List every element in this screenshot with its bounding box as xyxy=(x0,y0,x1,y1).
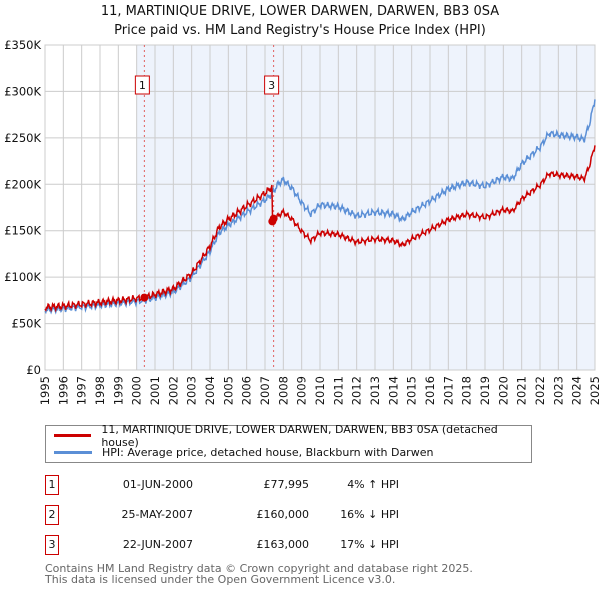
x-tick-label: 1998 xyxy=(93,376,107,405)
x-tick-label: 2001 xyxy=(148,376,162,405)
legend-item-hpi: HPI: Average price, detached house, Blac… xyxy=(54,444,433,461)
legend-item-price: 11, MARTINIQUE DRIVE, LOWER DARWEN, DARW… xyxy=(54,423,531,449)
x-tick-label: 1996 xyxy=(56,376,70,405)
legend: 11, MARTINIQUE DRIVE, LOWER DARWEN, DARW… xyxy=(45,423,532,463)
sale-point xyxy=(140,293,149,302)
x-tick-label: 2014 xyxy=(386,376,400,405)
transaction-date: 25-MAY-2007 xyxy=(121,508,193,521)
hpi-line-swatch xyxy=(54,451,92,454)
transaction-hpi: 17% ↓ HPI xyxy=(340,538,399,551)
transaction-badge: 3 xyxy=(45,535,59,555)
legend-hpi-label: HPI: Average price, detached house, Blac… xyxy=(102,446,434,459)
sale-marker-box xyxy=(264,75,280,95)
chart-subtitle: Price paid vs. HM Land Registry's House … xyxy=(114,23,486,38)
transaction-row: 2 25-MAY-2007 £160,000 16% ↓ HPI xyxy=(45,505,445,525)
x-tick-label: 2002 xyxy=(166,376,180,405)
y-tick-label: £150K xyxy=(4,224,41,238)
y-tick-label: £50K xyxy=(12,317,42,331)
transaction-row: 1 01-JUN-2000 £77,995 4% ↑ HPI xyxy=(45,475,445,495)
transaction-hpi: 4% ↑ HPI xyxy=(347,478,399,491)
x-tick-label: 2011 xyxy=(331,376,345,405)
ownership-shading xyxy=(136,45,595,370)
x-tick-label: 2015 xyxy=(405,376,419,405)
x-tick-label: 2023 xyxy=(551,376,565,405)
x-tick-label: 2009 xyxy=(295,376,309,405)
chart-title: 11, MARTINIQUE DRIVE, LOWER DARWEN, DARW… xyxy=(100,4,500,19)
x-tick-label: 2022 xyxy=(533,376,547,405)
x-tick-label: 2017 xyxy=(441,376,455,405)
x-tick-label: 2024 xyxy=(570,376,584,405)
x-tick-label: 2012 xyxy=(350,376,364,405)
transaction-date: 01-JUN-2000 xyxy=(122,478,193,491)
transaction-price: £163,000 xyxy=(256,538,310,551)
footer: Contains HM Land Registry data © Crown c… xyxy=(45,563,473,585)
y-tick-label: £250K xyxy=(4,131,41,145)
x-tick-label: 2021 xyxy=(515,376,529,405)
x-tick-label: 2020 xyxy=(496,376,510,405)
x-tick-label: 2008 xyxy=(276,376,290,405)
sale-marker-label: 1 xyxy=(139,79,146,92)
x-tick-label: 2000 xyxy=(130,376,144,405)
x-tick-label: 2003 xyxy=(185,376,199,405)
x-tick-label: 2025 xyxy=(588,376,600,405)
footer-copyright: Contains HM Land Registry data © Crown c… xyxy=(45,562,473,575)
x-tick-label: 2019 xyxy=(478,376,492,405)
x-tick-label: 1995 xyxy=(38,376,52,405)
sale-marker-box xyxy=(134,75,150,95)
x-tick-label: 1999 xyxy=(111,376,125,405)
footer-licence: This data is licensed under the Open Gov… xyxy=(45,573,396,586)
y-tick-label: £0 xyxy=(26,363,41,377)
x-tick-label: 2010 xyxy=(313,376,327,405)
y-tick-label: £300K xyxy=(4,84,41,98)
transaction-hpi: 16% ↓ HPI xyxy=(340,508,399,521)
transaction-badge: 1 xyxy=(45,475,59,495)
x-tick-label: 2018 xyxy=(460,376,474,405)
sale-marker-label: 3 xyxy=(268,79,275,92)
transaction-row: 3 22-JUN-2007 £163,000 17% ↓ HPI xyxy=(45,535,445,555)
legend-price-label: 11, MARTINIQUE DRIVE, LOWER DARWEN, DARW… xyxy=(101,422,498,449)
x-tick-label: 2007 xyxy=(258,376,272,405)
y-tick-label: £100K xyxy=(4,270,41,284)
plot-border xyxy=(44,44,596,371)
transaction-badge: 2 xyxy=(45,505,59,525)
price-chart: 1995 1996 1997 1998 1999 2000 2001 2002 2003 2004… xyxy=(4,38,600,405)
x-tick-label: 2004 xyxy=(203,376,217,405)
transaction-date: 22-JUN-2007 xyxy=(122,538,193,551)
y-tick-label: £200K xyxy=(4,177,41,191)
price-line-swatch xyxy=(54,434,92,437)
sale-point xyxy=(269,214,278,223)
x-tick-label: 2005 xyxy=(221,376,235,405)
transaction-price: £160,000 xyxy=(256,508,310,521)
price-series-line xyxy=(44,145,596,313)
y-tick-label: £350K xyxy=(4,38,41,52)
x-tick-label: 2016 xyxy=(423,376,437,405)
transaction-price: £77,995 xyxy=(263,478,310,491)
x-tick-label: 2013 xyxy=(368,376,382,405)
x-tick-label: 2006 xyxy=(240,376,254,405)
x-tick-label: 1997 xyxy=(75,376,89,405)
